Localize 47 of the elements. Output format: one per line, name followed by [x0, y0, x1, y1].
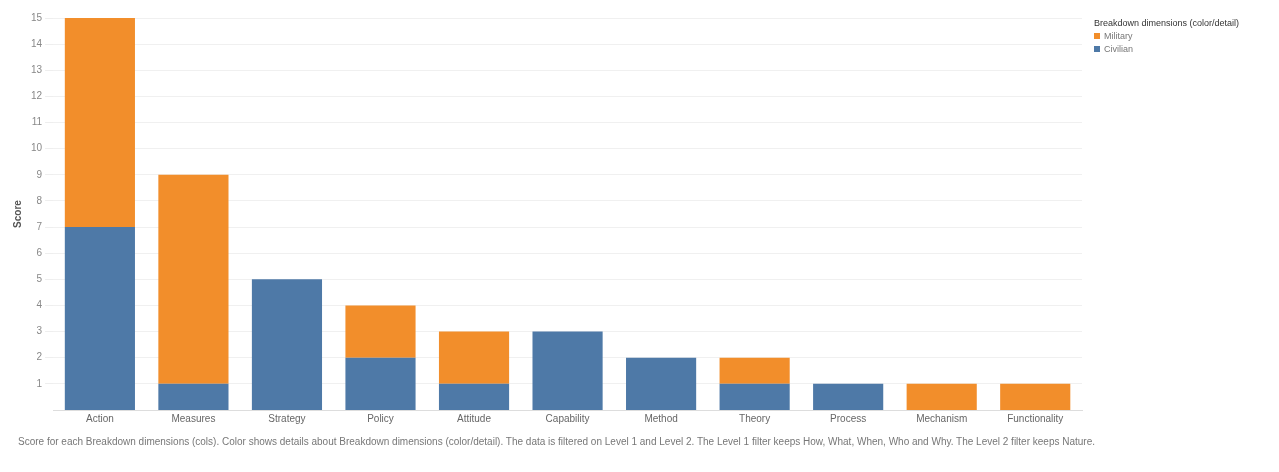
bar	[158, 383, 229, 410]
y-tick-label: 14	[31, 37, 43, 49]
legend-label: Military	[1104, 31, 1133, 41]
y-tick-label: 8	[36, 194, 43, 206]
legend-label: Civilian	[1104, 44, 1134, 54]
bar	[438, 331, 510, 384]
bar	[64, 18, 135, 228]
y-tick-label: 12	[31, 90, 43, 102]
x-tick-label: Policy	[367, 412, 394, 424]
y-tick-label: 11	[31, 116, 43, 128]
bar	[345, 357, 416, 410]
x-tick-label: Functionality	[1007, 412, 1064, 424]
y-tick-label: 6	[36, 246, 43, 258]
bar	[345, 305, 416, 358]
x-tick-label: Strategy	[268, 412, 306, 424]
legend-title: Breakdown dimensions (color/detail)	[1094, 18, 1241, 28]
y-tick-label: 15	[31, 11, 43, 23]
y-tick-label: 7	[36, 220, 43, 232]
y-tick-label: 13	[31, 64, 43, 76]
bar	[719, 357, 790, 384]
text: Score for each Breakdown dimensions (cols). Color shows details about Breakdown dimensions (color/detail). The data is filtered on Level 1 and Level 2. The Level 1 filter keeps How, What, When, Who and Why. The Level 2 filter keeps Nature.	[18, 436, 1097, 447]
x-tick-label: Method	[644, 412, 678, 424]
bar	[813, 383, 884, 410]
bar	[64, 227, 135, 410]
bar	[626, 357, 697, 410]
y-tick-label: 2	[36, 351, 43, 363]
x-tick-label: Process	[830, 412, 867, 424]
y-tick-label: 4	[36, 299, 43, 311]
x-tick-label: Capability	[545, 412, 590, 424]
bar	[906, 383, 977, 410]
x-tick-label: Mechanism	[916, 412, 968, 424]
x-tick-label: Action	[85, 412, 114, 424]
x-tick-label: Attitude	[457, 412, 492, 424]
y-tick-label: 10	[31, 142, 43, 154]
bar	[1000, 383, 1071, 410]
x-tick-label: Measures	[171, 412, 216, 424]
y-tick-label: 1	[36, 377, 43, 389]
x-tick-label: Theory	[739, 412, 771, 424]
bar	[438, 383, 510, 410]
bar	[532, 331, 603, 410]
y-tick-label: 9	[36, 168, 43, 180]
bar	[158, 174, 229, 384]
y-axis-title: Score	[11, 199, 23, 228]
y-tick-label: 5	[36, 273, 43, 285]
bar	[719, 383, 790, 410]
bar	[251, 279, 323, 410]
y-tick-label: 3	[36, 325, 43, 337]
